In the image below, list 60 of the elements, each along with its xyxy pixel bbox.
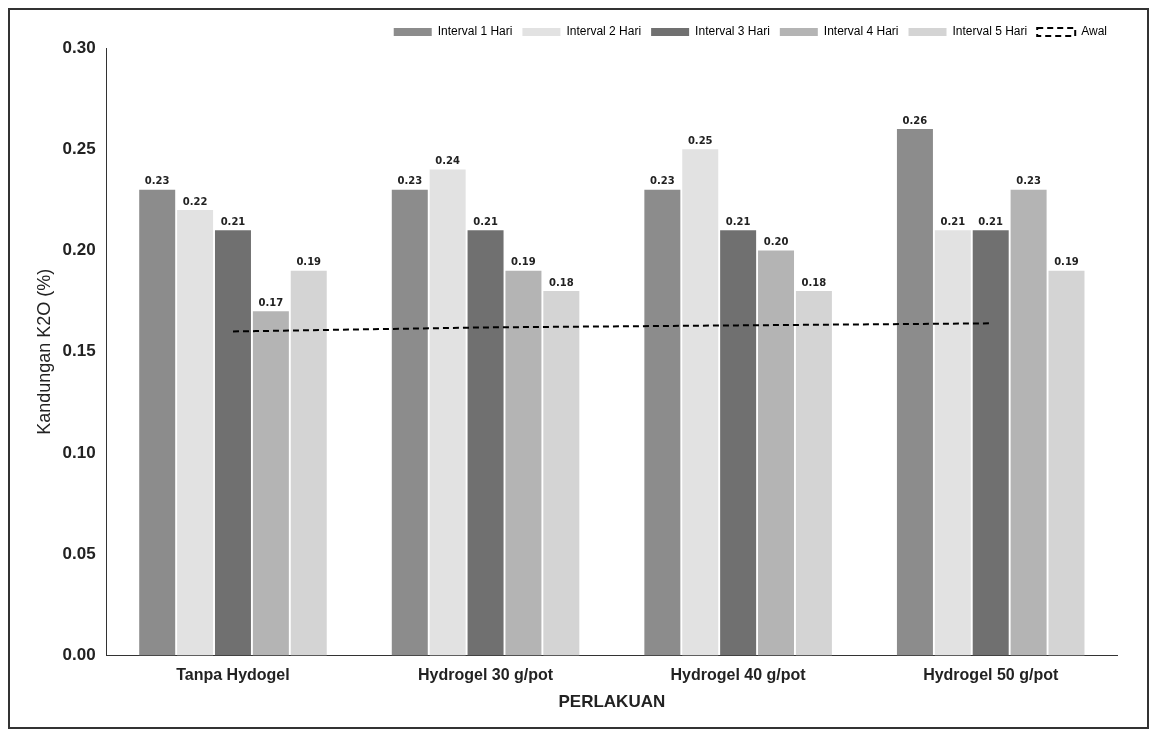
data-label: 0.18 — [548, 276, 574, 288]
data-label: 0.23 — [1016, 175, 1041, 187]
y-tick-label: 0.25 — [62, 138, 96, 158]
data-label: 0.21 — [978, 215, 1004, 227]
y-tick-label: 0.30 — [62, 37, 96, 57]
bar — [467, 230, 504, 656]
bar — [934, 230, 971, 656]
data-label: 0.23 — [397, 175, 423, 187]
bar — [214, 230, 251, 656]
legend-label: Interval 4 Hari — [823, 24, 899, 39]
data-label: 0.23 — [650, 175, 675, 187]
bar — [1010, 189, 1047, 656]
bar — [543, 290, 580, 656]
bar — [1048, 270, 1085, 656]
data-label: 0.19 — [511, 256, 536, 268]
data-label: 0.21 — [220, 215, 246, 227]
legend-label: Awal — [1081, 24, 1107, 39]
legend-label: Interval 2 Hari — [566, 24, 642, 39]
bar — [391, 189, 428, 656]
data-label: 0.24 — [435, 155, 461, 167]
data-label: 0.22 — [182, 195, 208, 207]
bar — [972, 230, 1009, 656]
legend-label: Interval 3 Hari — [695, 24, 770, 39]
bar — [139, 189, 176, 656]
bar — [720, 230, 757, 656]
y-tick-label: 0.00 — [62, 645, 96, 665]
y-tick-label: 0.10 — [62, 442, 96, 462]
line-series — [231, 322, 992, 333]
data-label: 0.26 — [902, 114, 928, 126]
bar — [505, 270, 542, 656]
data-label: 0.21 — [725, 215, 751, 227]
x-tick-label: Hydrogel 50 g/pot — [923, 666, 1059, 684]
bar — [252, 311, 289, 656]
x-tick-label: Hydrogel 30 g/pot — [417, 666, 554, 684]
bar — [896, 128, 933, 656]
data-label: 0.19 — [1054, 256, 1079, 268]
y-axis-title: Kandungan K2O (%) — [33, 268, 54, 435]
data-label: 0.25 — [687, 134, 713, 146]
bar — [429, 169, 466, 656]
y-tick-label: 0.05 — [62, 543, 96, 563]
bar — [795, 290, 832, 656]
x-axis-title: PERLAKUAN — [558, 692, 666, 712]
data-label: 0.19 — [296, 256, 322, 268]
bar — [682, 149, 719, 656]
y-tick-label: 0.20 — [62, 240, 96, 260]
data-label: 0.20 — [763, 236, 789, 248]
data-label: 0.18 — [801, 276, 827, 288]
data-label: 0.23 — [144, 175, 170, 187]
x-tick-label: Hydrogel 40 g/pot — [670, 666, 807, 684]
data-label: 0.21 — [473, 215, 498, 227]
bar — [290, 270, 327, 656]
data-label: 0.21 — [940, 215, 966, 227]
bar — [644, 189, 681, 656]
x-tick-label: Tanpa Hydogel — [176, 666, 290, 684]
y-tick-label: 0.15 — [62, 341, 96, 361]
legend-label: Interval 1 Hari — [437, 24, 513, 39]
data-label: 0.17 — [258, 296, 284, 308]
bar — [758, 250, 795, 656]
bar — [177, 209, 214, 656]
legend-label: Interval 5 Hari — [952, 24, 1028, 39]
